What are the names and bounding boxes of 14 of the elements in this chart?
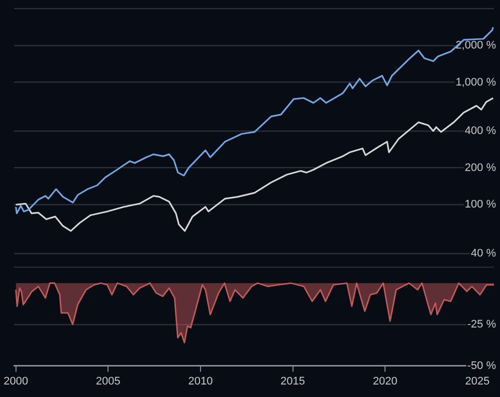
x-tick-label: 2020 — [372, 375, 398, 388]
y-tick-label: 40 % — [470, 247, 496, 260]
x-tick-label: 2010 — [188, 375, 213, 388]
y-tick-label: -50 % — [467, 360, 496, 372]
x-tick-label: 2025 — [465, 375, 490, 388]
y-tick-label: 1,000 % — [456, 76, 496, 88]
y-tick-label: 100 % — [464, 198, 496, 211]
x-tick-label: 2015 — [280, 375, 306, 388]
y-tick-label: 200 % — [464, 162, 496, 174]
y-tick-label: -25 % — [467, 318, 496, 330]
y-tick-label: 2,000 % — [456, 39, 496, 52]
x-tick-label: 2005 — [96, 375, 120, 388]
x-tick-label: 2000 — [4, 375, 28, 388]
y-tick-label: 400 % — [464, 125, 496, 138]
